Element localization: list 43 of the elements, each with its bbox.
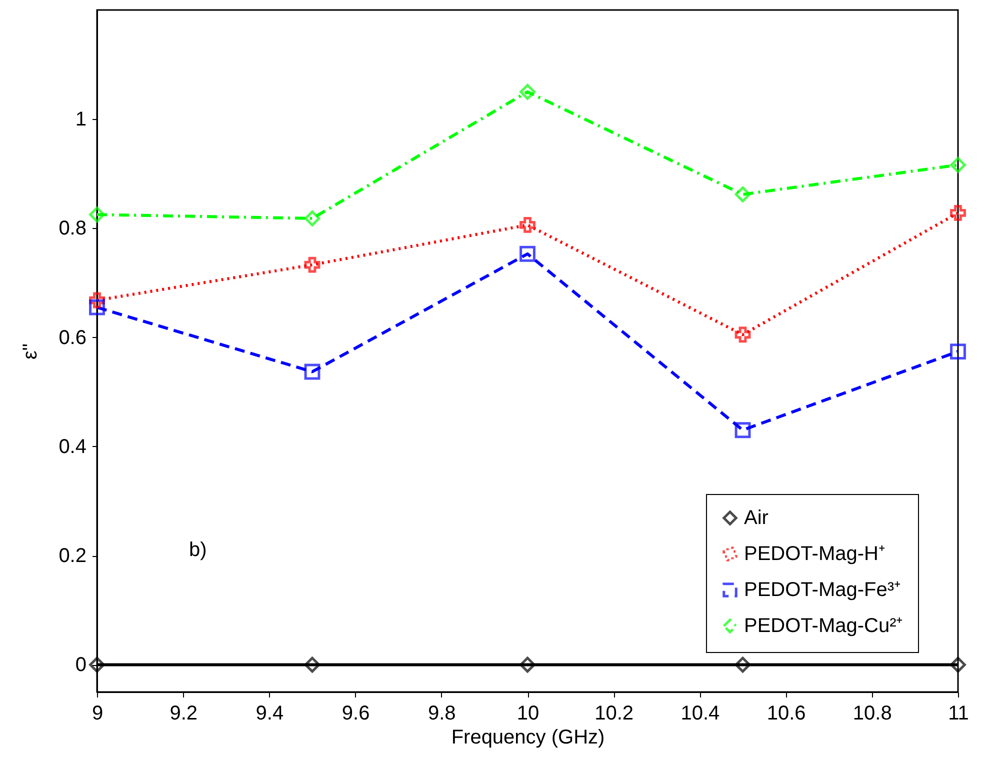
point: [734, 326, 751, 343]
x-tick-label: 10: [516, 702, 540, 724]
y-tick-label: 0: [75, 654, 86, 676]
point: [304, 364, 320, 380]
point: [89, 299, 105, 316]
y-tick-label: 1: [75, 108, 86, 131]
x-tick-label: 9.6: [342, 702, 370, 724]
x-tick-label: 10.2: [594, 702, 634, 724]
x-tick-label: 9.4: [256, 702, 284, 724]
x-tick-label: 9.2: [170, 702, 198, 724]
x-axis-title: Frequency (GHz): [451, 726, 605, 748]
point: [304, 656, 320, 673]
legend-label: Air: [744, 507, 769, 529]
x-tick-label: 11: [948, 702, 969, 724]
legend-label: PEDOT-Mag-Cu²⁺: [744, 615, 904, 637]
point: [304, 210, 320, 226]
x-tick-label: 9.8: [428, 702, 456, 724]
point: [950, 205, 966, 221]
point: [520, 217, 536, 233]
point: [950, 344, 966, 360]
point: [89, 656, 105, 673]
x-tick-label: 10.8: [852, 702, 892, 724]
x-tick-label: 10.6: [766, 702, 806, 724]
point: [304, 256, 320, 273]
y-tick-label: 0.4: [58, 436, 86, 458]
legend-label: PEDOT-Mag-H⁺: [744, 543, 886, 565]
point: [520, 246, 536, 262]
y-tick-label: 0.8: [58, 218, 86, 240]
legend-label: PEDOT-Mag-Fe³⁺: [744, 579, 902, 601]
x-tick-label: 10.4: [680, 702, 720, 724]
point: [734, 186, 751, 202]
point: [520, 84, 536, 100]
point: [734, 656, 751, 673]
point: [950, 156, 966, 173]
y-axis-title: ε": [20, 343, 42, 360]
point: [950, 656, 966, 673]
point: [89, 206, 105, 223]
y-tick-label: 0.2: [58, 545, 86, 568]
x-tick-label: 9: [92, 702, 104, 724]
point: [734, 422, 751, 438]
point: [520, 656, 536, 673]
y-tick-label: 0.6: [58, 326, 86, 349]
annotation: b): [189, 539, 207, 561]
